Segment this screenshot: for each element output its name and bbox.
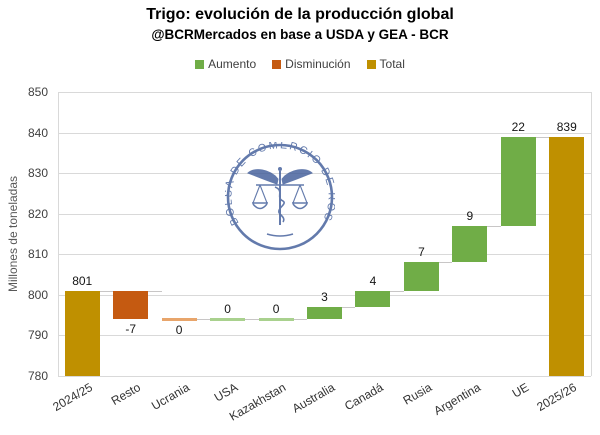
gridline bbox=[58, 173, 591, 175]
y-axis-tick-label: 790 bbox=[27, 328, 48, 343]
y-axis-tick-label: 820 bbox=[27, 206, 48, 221]
bar-ucrania bbox=[161, 317, 197, 321]
x-axis-label: Ucrania bbox=[148, 380, 192, 413]
bar-value-label: 22 bbox=[511, 119, 525, 134]
bcr-seal-watermark-icon: BOLSA DE COMERCIO DE ROSARIO bbox=[225, 142, 335, 251]
connector-line bbox=[487, 225, 501, 227]
bar-value-label: 801 bbox=[72, 273, 93, 288]
bar-value-label: 3 bbox=[321, 290, 328, 305]
legend-item-total: Total bbox=[366, 57, 405, 71]
legend-label-total: Total bbox=[379, 57, 405, 71]
bar-value-label: 0 bbox=[175, 323, 183, 338]
connector-line bbox=[390, 290, 404, 292]
bar-resto bbox=[113, 290, 149, 320]
connector-line bbox=[99, 290, 114, 292]
x-axis-label: Argentina bbox=[430, 380, 483, 418]
bar-value-label: 7 bbox=[418, 245, 425, 260]
bar-value-label: 4 bbox=[369, 273, 377, 288]
connector-line bbox=[535, 136, 550, 138]
bar-canad- bbox=[355, 290, 391, 308]
connector-line bbox=[293, 319, 307, 321]
y-axis-tick-label: 850 bbox=[27, 85, 48, 99]
connector-line bbox=[438, 262, 453, 264]
x-axis-label: 2025/26 bbox=[534, 380, 580, 414]
y-axis-tick-label: 840 bbox=[27, 125, 48, 140]
bar-ue bbox=[500, 136, 536, 226]
connector-line bbox=[245, 319, 259, 321]
chart-legend: Aumento Disminución Total bbox=[0, 57, 600, 71]
x-axis-label: UE bbox=[509, 380, 531, 401]
x-axis-label: Resto bbox=[109, 380, 144, 408]
x-axis-label: Canadá bbox=[342, 380, 386, 414]
y-axis-tick-label: 830 bbox=[27, 166, 48, 181]
bar-kazakhstan bbox=[258, 317, 294, 321]
legend-label-aumento: Aumento bbox=[208, 57, 257, 71]
legend-label-disminucion: Disminución bbox=[285, 57, 351, 71]
bar-value-label: -7 bbox=[125, 322, 136, 337]
connector-line bbox=[342, 307, 356, 309]
bar-value-label: 0 bbox=[272, 302, 280, 317]
bar-value-label: 9 bbox=[466, 208, 474, 223]
bar-australia bbox=[307, 307, 342, 320]
gridline bbox=[58, 132, 591, 134]
disminucion-swatch-icon bbox=[272, 59, 282, 69]
x-axis-label: 2024/25 bbox=[50, 380, 95, 414]
x-axis-label: USA bbox=[211, 380, 241, 405]
bar-value-label: 0 bbox=[224, 302, 231, 317]
gridline bbox=[58, 376, 591, 377]
bar-usa bbox=[210, 317, 246, 321]
bar-2025-26 bbox=[549, 136, 585, 376]
connector-line bbox=[196, 319, 211, 321]
bar-2024-25 bbox=[64, 290, 100, 376]
gridline bbox=[58, 294, 591, 296]
bar-value-label: 839 bbox=[556, 119, 577, 134]
legend-item-disminucion: Disminución bbox=[272, 57, 351, 71]
x-axis-label: Australia bbox=[289, 380, 337, 416]
bar-argentina bbox=[452, 225, 488, 263]
total-swatch-icon bbox=[366, 59, 376, 69]
chart-subtitle: @BCRMercados en base a USDA y GEA - BCR bbox=[151, 27, 449, 42]
plot-left-border bbox=[58, 92, 59, 376]
connector-line bbox=[148, 290, 162, 292]
gridline bbox=[58, 335, 591, 337]
y-axis-tick-label: 780 bbox=[27, 369, 48, 383]
chart-title: Trigo: evolución de la producción global bbox=[146, 6, 454, 23]
y-axis-tick-label: 810 bbox=[27, 247, 48, 262]
x-axis-label: Rusia bbox=[400, 380, 434, 408]
y-axis-title: Millones de toneladas bbox=[6, 175, 20, 293]
gridline bbox=[58, 92, 591, 93]
aumento-swatch-icon bbox=[195, 59, 205, 69]
legend-item-aumento: Aumento bbox=[195, 57, 256, 71]
plot-right-border bbox=[591, 92, 592, 376]
gridline bbox=[58, 213, 591, 215]
bar-rusia bbox=[403, 262, 439, 291]
y-axis-tick-label: 800 bbox=[27, 287, 48, 302]
gridline bbox=[58, 254, 591, 256]
